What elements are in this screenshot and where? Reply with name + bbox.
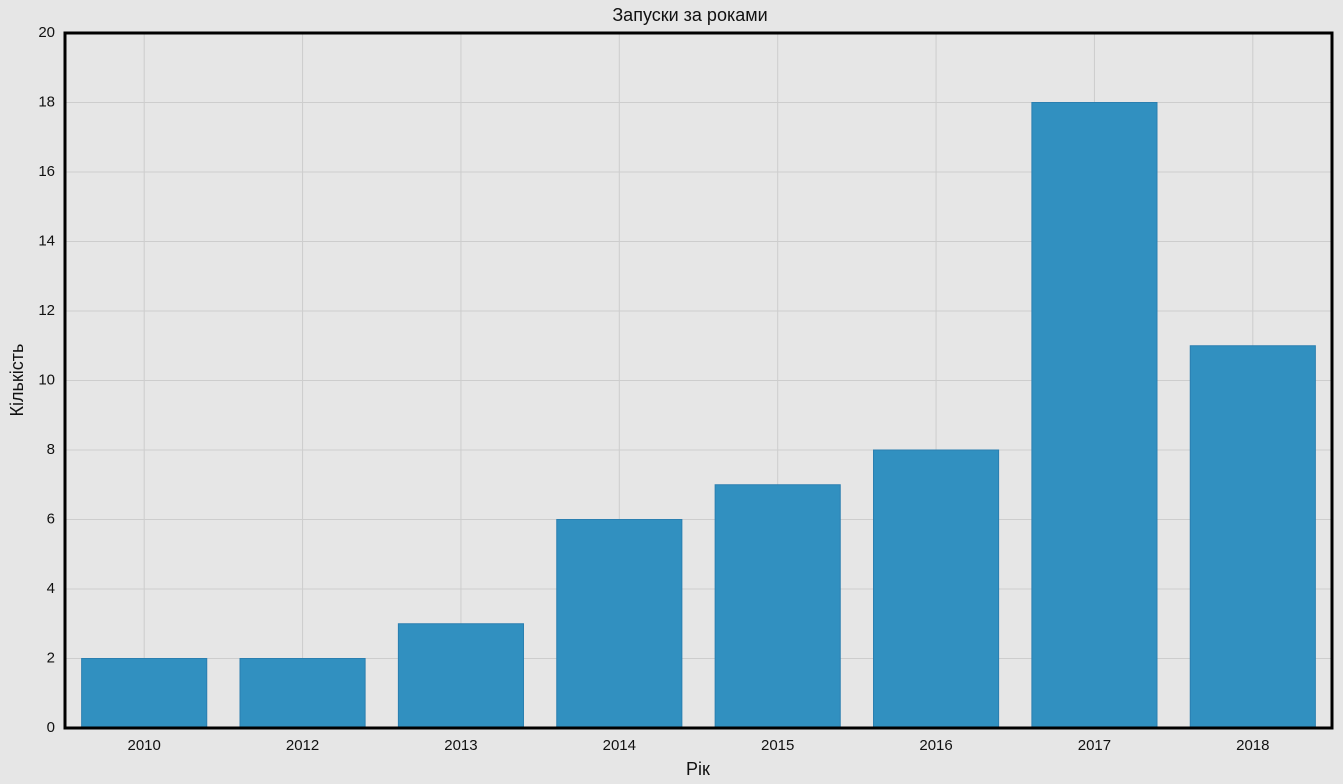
bar [397,623,524,729]
y-tick-label: 2 [47,649,55,666]
y-tick-label: 6 [47,510,55,527]
x-tick-label: 2016 [919,737,952,754]
y-tick-label: 18 [38,93,55,110]
x-tick-label: 2010 [128,737,161,754]
y-tick-label: 14 [38,232,55,249]
bar [1031,102,1158,729]
bar [81,658,208,729]
x-tick-label: 2018 [1236,737,1269,754]
bar [873,449,1000,729]
bar [239,658,366,729]
y-tick-label: 8 [47,441,55,458]
y-tick-label: 10 [38,371,55,388]
x-tick-label: 2017 [1078,737,1111,754]
bar [556,519,683,729]
chart-title: Запуски за роками [612,5,767,25]
y-tick-label: 12 [38,302,55,319]
plot-frame [63,31,1334,730]
y-tick-label: 16 [38,163,55,180]
y-axis-label: Кількість [7,344,27,417]
bar [714,484,841,729]
bar [1189,345,1316,729]
x-axis-label: Рік [686,759,710,779]
x-tick-label: 2012 [286,737,319,754]
x-tick-label: 2014 [603,737,636,754]
x-tick-label: 2015 [761,737,794,754]
y-tick-label: 4 [47,580,55,597]
y-tick-label: 20 [38,24,55,41]
y-tick-label: 0 [47,719,55,736]
x-tick-label: 2013 [444,737,477,754]
